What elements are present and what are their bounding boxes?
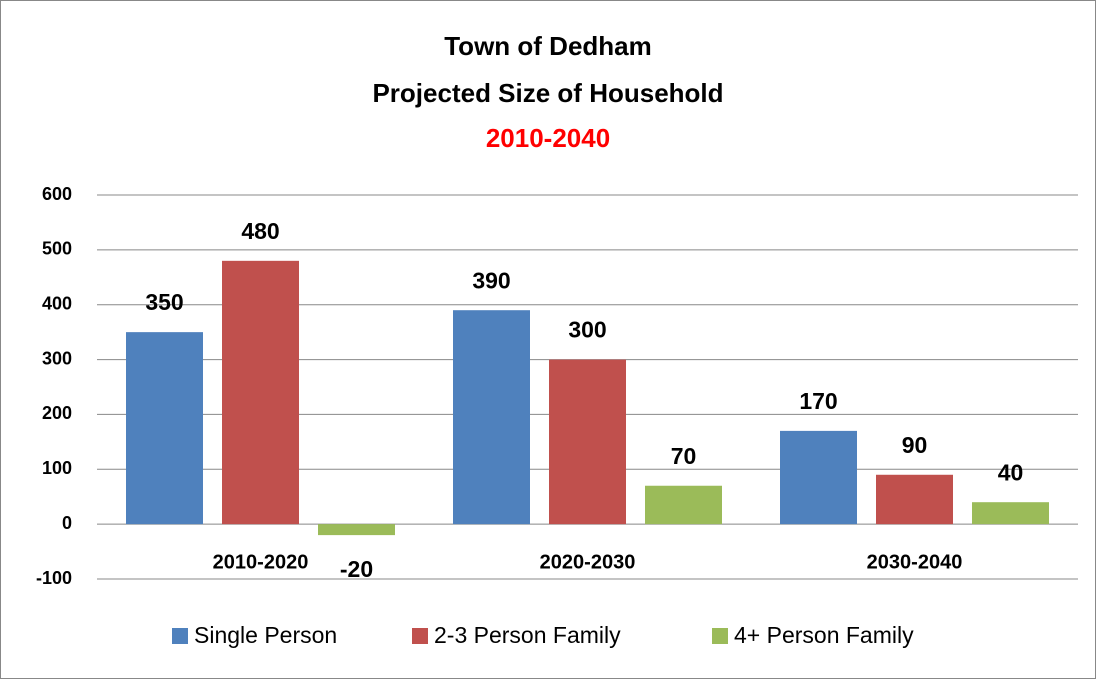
y-tick-label: 500: [42, 239, 72, 259]
bar: [222, 260, 299, 525]
data-label: 300: [568, 317, 606, 343]
data-label: 390: [472, 267, 510, 293]
legend-swatch: [172, 628, 188, 644]
legend-swatch: [712, 628, 728, 644]
data-label: 70: [671, 443, 697, 469]
y-tick-label: -100: [36, 568, 72, 588]
y-tick-label: 600: [42, 184, 72, 204]
data-label: 350: [145, 289, 183, 315]
legend-label: 2-3 Person Family: [434, 622, 621, 648]
bar: [780, 430, 857, 525]
legend-swatch: [412, 628, 428, 644]
x-tick-label: 2020-2030: [540, 551, 636, 573]
legend-label: Single Person: [194, 622, 337, 648]
y-tick-label: 0: [62, 513, 72, 533]
data-label: 480: [241, 218, 279, 244]
y-tick-label: 400: [42, 293, 72, 313]
bar: [549, 359, 626, 525]
data-label: -20: [340, 556, 373, 582]
x-tick-label: 2030-2040: [867, 551, 963, 573]
data-label: 90: [902, 432, 928, 458]
y-tick-label: 100: [42, 458, 72, 478]
bar: [972, 502, 1049, 525]
y-tick-label: 200: [42, 403, 72, 423]
bar: [645, 485, 722, 525]
chart-title: Town of Dedham: [444, 31, 652, 61]
bar: [126, 332, 203, 525]
x-tick-label: 2010-2020: [213, 551, 309, 573]
chart-subtitle: 2010-2040: [486, 123, 610, 153]
data-label: 170: [799, 388, 837, 414]
y-tick-label: 300: [42, 348, 72, 368]
bar: [318, 524, 395, 536]
bar: [876, 474, 953, 525]
bar: [453, 310, 530, 525]
legend-label: 4+ Person Family: [734, 622, 914, 648]
data-label: 40: [998, 459, 1024, 485]
chart-title: Projected Size of Household: [372, 78, 723, 108]
